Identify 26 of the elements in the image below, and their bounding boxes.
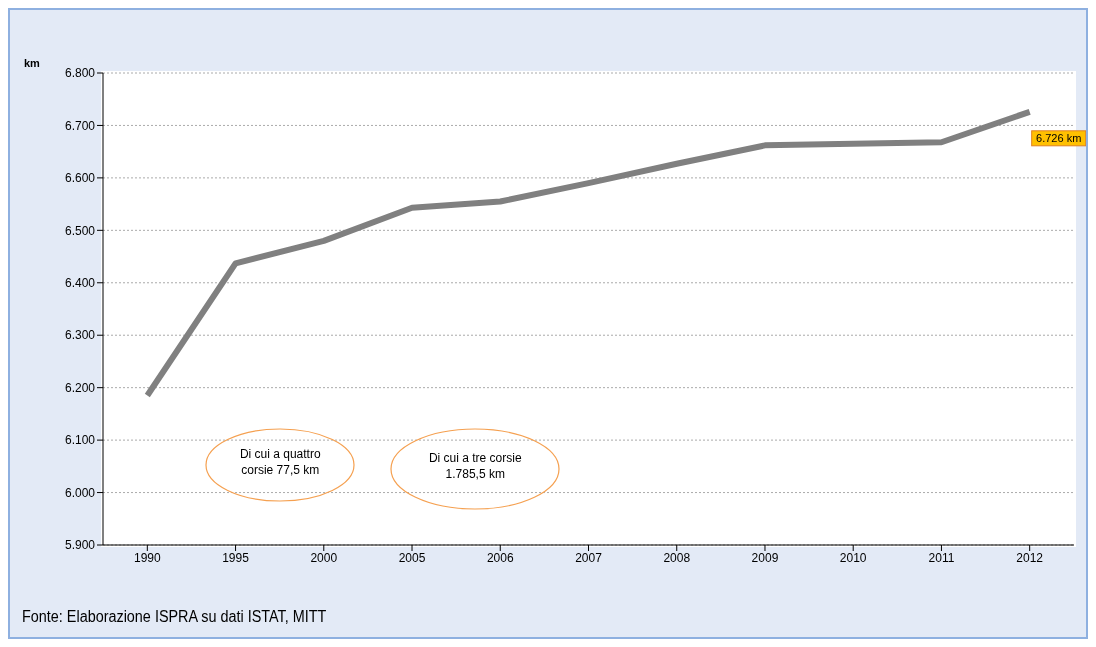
x-tick-label: 1990 — [133, 550, 161, 565]
x-tick-label: 2005 — [398, 550, 426, 565]
y-tick-label: 6.700 — [64, 118, 96, 133]
y-tick-label: 5.900 — [64, 538, 96, 553]
y-tick-label: 6.000 — [64, 485, 96, 500]
annotation: Di cui a tre corsie 1.785,5 km — [427, 450, 523, 482]
annotation: 6.726 km — [1036, 131, 1082, 144]
x-tick-label: 1995 — [222, 550, 250, 565]
x-tick-label: 2007 — [575, 550, 603, 565]
x-tick-label: 2012 — [1016, 550, 1044, 565]
y-axis-title: km — [24, 57, 40, 69]
x-tick-label: 2000 — [310, 550, 338, 565]
y-tick-label: 6.200 — [64, 380, 96, 395]
source-note: Fonte: Elaborazione ISPRA su dati ISTAT, MITT — [22, 608, 327, 626]
y-tick-label: 6.600 — [64, 171, 96, 186]
x-tick-label: 2010 — [839, 550, 867, 565]
x-tick-label: 2009 — [751, 550, 779, 565]
y-tick-label: 6.100 — [64, 433, 96, 448]
x-tick-label: 2008 — [663, 550, 691, 565]
x-tick-label: 2011 — [928, 550, 955, 565]
y-tick-label: 6.500 — [64, 223, 96, 238]
annotation: Di cui a quattro corsie 77,5 km — [238, 446, 322, 478]
y-tick-label: 6.800 — [64, 66, 96, 81]
y-tick-label: 6.300 — [64, 328, 96, 343]
y-tick-label: 6.400 — [64, 276, 96, 291]
x-tick-label: 2006 — [486, 550, 514, 565]
